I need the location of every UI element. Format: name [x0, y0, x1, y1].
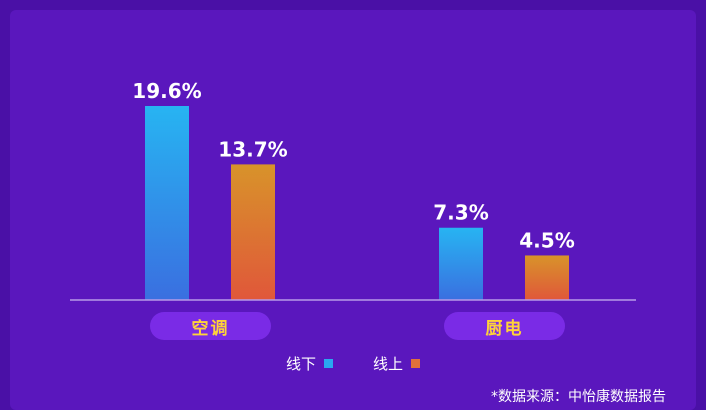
legend-label-offline: 线下 — [285, 355, 316, 373]
legend-swatch-offline — [324, 359, 333, 368]
legend-swatch-online — [411, 359, 421, 368]
chart-panel — [10, 10, 696, 410]
data-label-ac-offline: 19.6% — [132, 79, 201, 103]
category-label-kitchen: 厨电 — [444, 312, 565, 340]
legend-item-offline: 线下 — [286, 353, 333, 374]
data-label-kitchen-online: 4.5% — [519, 228, 574, 252]
source-note: *数据来源：中怡康数据报告 — [491, 389, 666, 405]
bar-kitchen-offline — [439, 227, 483, 300]
data-label-ac-online: 13.7% — [218, 137, 287, 161]
bar-ac-offline — [145, 106, 189, 300]
legend: 线下 线上 — [0, 353, 706, 374]
legend-label-online: 线上 — [373, 355, 404, 373]
data-label-kitchen-offline: 7.3% — [433, 201, 488, 225]
legend-item-online: 线上 — [373, 353, 421, 374]
bar-chart: 19.6% 13.7% 7.3% 4.5% — [70, 79, 636, 301]
category-label-ac: 空调 — [150, 312, 271, 340]
bar-ac-online — [231, 164, 275, 300]
bar-kitchen-online — [525, 255, 569, 300]
